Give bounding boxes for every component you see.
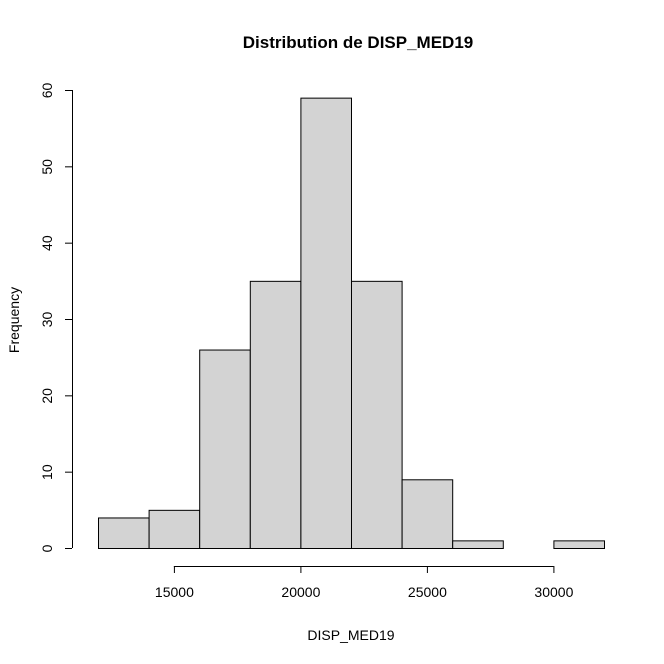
histogram-bar-5 [351, 280, 403, 549]
bars-group [98, 97, 606, 550]
y-axis: 0 10 20 30 40 50 60 [39, 83, 73, 552]
histogram-bar-1 [148, 509, 201, 550]
x-axis-label: DISP_MED19 [307, 627, 394, 643]
y-tick-label: 60 [39, 83, 55, 99]
y-axis-label: Frequency [6, 287, 22, 353]
x-tick-label: 15000 [155, 584, 194, 600]
histogram-bar-4 [300, 97, 352, 549]
x-axis: 15000 20000 25000 30000 [155, 566, 574, 600]
y-tick-label: 10 [39, 464, 55, 480]
x-tick-label: 25000 [408, 584, 447, 600]
chart-title: Distribution de DISP_MED19 [243, 33, 473, 52]
x-tick-label: 20000 [281, 584, 320, 600]
histogram-bar-2 [199, 349, 251, 549]
y-tick-label: 0 [39, 544, 55, 552]
y-tick-label: 20 [39, 388, 55, 404]
histogram-bar-3 [249, 280, 302, 549]
histogram-bar-9 [553, 540, 606, 549]
histogram-bar-7 [452, 540, 504, 549]
y-tick-label: 50 [39, 159, 55, 175]
y-tick-label: 40 [39, 235, 55, 251]
x-tick-label: 30000 [534, 584, 573, 600]
histogram-bar-0 [98, 517, 150, 550]
histogram-bar-6 [401, 479, 454, 549]
y-tick-label: 30 [39, 312, 55, 328]
